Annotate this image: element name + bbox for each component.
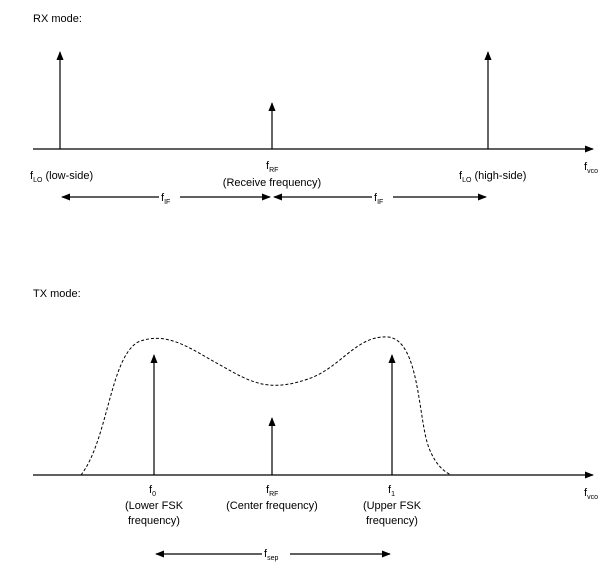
tx-f1-desc-2: frequency) <box>366 515 418 527</box>
tx-f0-desc-1: (Lower FSK <box>125 500 184 512</box>
rx-if-right-label: fIF <box>374 192 383 206</box>
rx-if-left-label: fIF <box>161 192 170 206</box>
rx-axis-label: fvco <box>584 161 598 175</box>
tx-f1-desc-1: (Upper FSK <box>363 500 422 512</box>
rx-rf-desc: (Receive frequency) <box>223 177 321 189</box>
tx-f0-label: f0 <box>149 484 156 498</box>
tx-rf-label: fRF <box>266 484 278 498</box>
rx-rf-label: fRF <box>266 160 278 174</box>
rx-lo-low-label: fLO (low-side) <box>30 170 93 184</box>
tx-sep-label: fsep <box>264 548 278 562</box>
rx-lo-high-label: fLO (high-side) <box>459 170 526 184</box>
rx-mode-title: RX mode: <box>33 13 82 25</box>
tx-rf-desc: (Center frequency) <box>226 500 318 512</box>
tx-f0-desc-2: frequency) <box>128 515 180 527</box>
tx-mode-title: TX mode: <box>33 288 81 300</box>
tx-axis-label: fvco <box>584 487 598 501</box>
tx-spectrum-envelope <box>80 336 452 476</box>
tx-f1-label: f1 <box>388 484 395 498</box>
